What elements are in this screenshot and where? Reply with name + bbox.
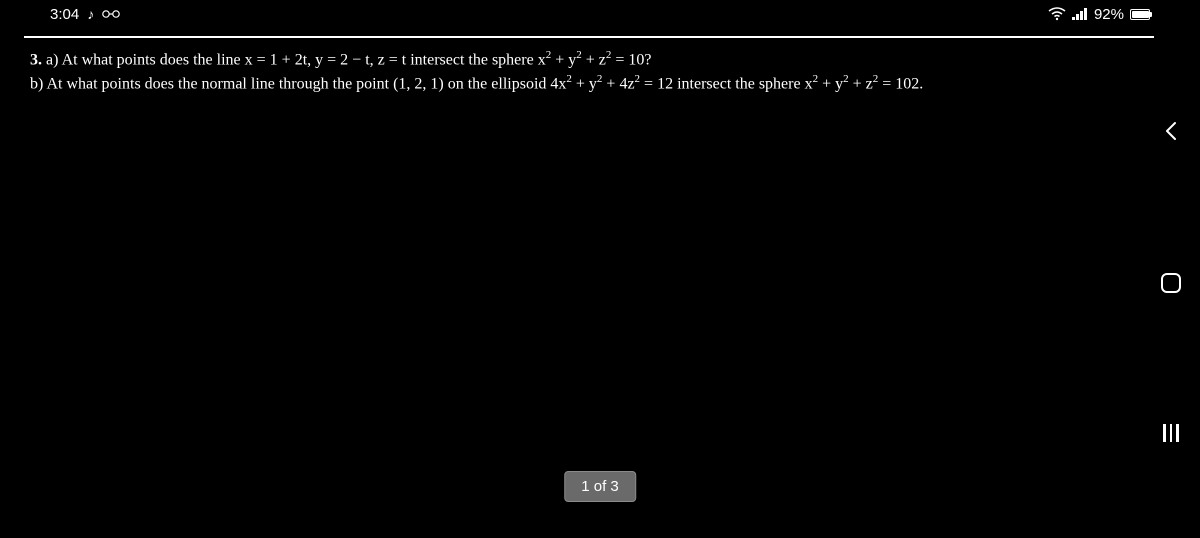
battery-icon bbox=[1130, 9, 1150, 20]
part-b-text: At what points does the normal line thro… bbox=[46, 75, 566, 92]
wifi-icon bbox=[1048, 7, 1066, 21]
android-nav-bar bbox=[1142, 40, 1200, 538]
problem-text: 3. a) At what points does the line x = 1… bbox=[24, 48, 1154, 95]
tiktok-icon: ♪ bbox=[87, 6, 94, 22]
status-right: 92% bbox=[1048, 6, 1150, 23]
status-left: 3:04 ♪ bbox=[50, 6, 120, 23]
signal-icon bbox=[1072, 8, 1088, 20]
battery-fill bbox=[1132, 11, 1149, 18]
document-content: 3. a) At what points does the line x = 1… bbox=[24, 36, 1154, 95]
nav-home-button[interactable] bbox=[1161, 273, 1181, 293]
status-bar: 3:04 ♪ 92% bbox=[0, 0, 1200, 28]
part-b-label: b) bbox=[30, 75, 43, 92]
nav-recents-button[interactable] bbox=[1163, 424, 1179, 442]
status-time: 3:04 bbox=[50, 6, 79, 23]
part-a-text: At what points does the line x = 1 + 2t,… bbox=[62, 51, 546, 68]
part-a-label: a) bbox=[46, 51, 58, 68]
notification-icon bbox=[102, 7, 120, 22]
page-indicator: 1 of 3 bbox=[564, 471, 636, 502]
battery-percent: 92% bbox=[1094, 6, 1124, 23]
nav-back-button[interactable] bbox=[1160, 120, 1182, 142]
problem-number: 3. bbox=[30, 51, 42, 68]
